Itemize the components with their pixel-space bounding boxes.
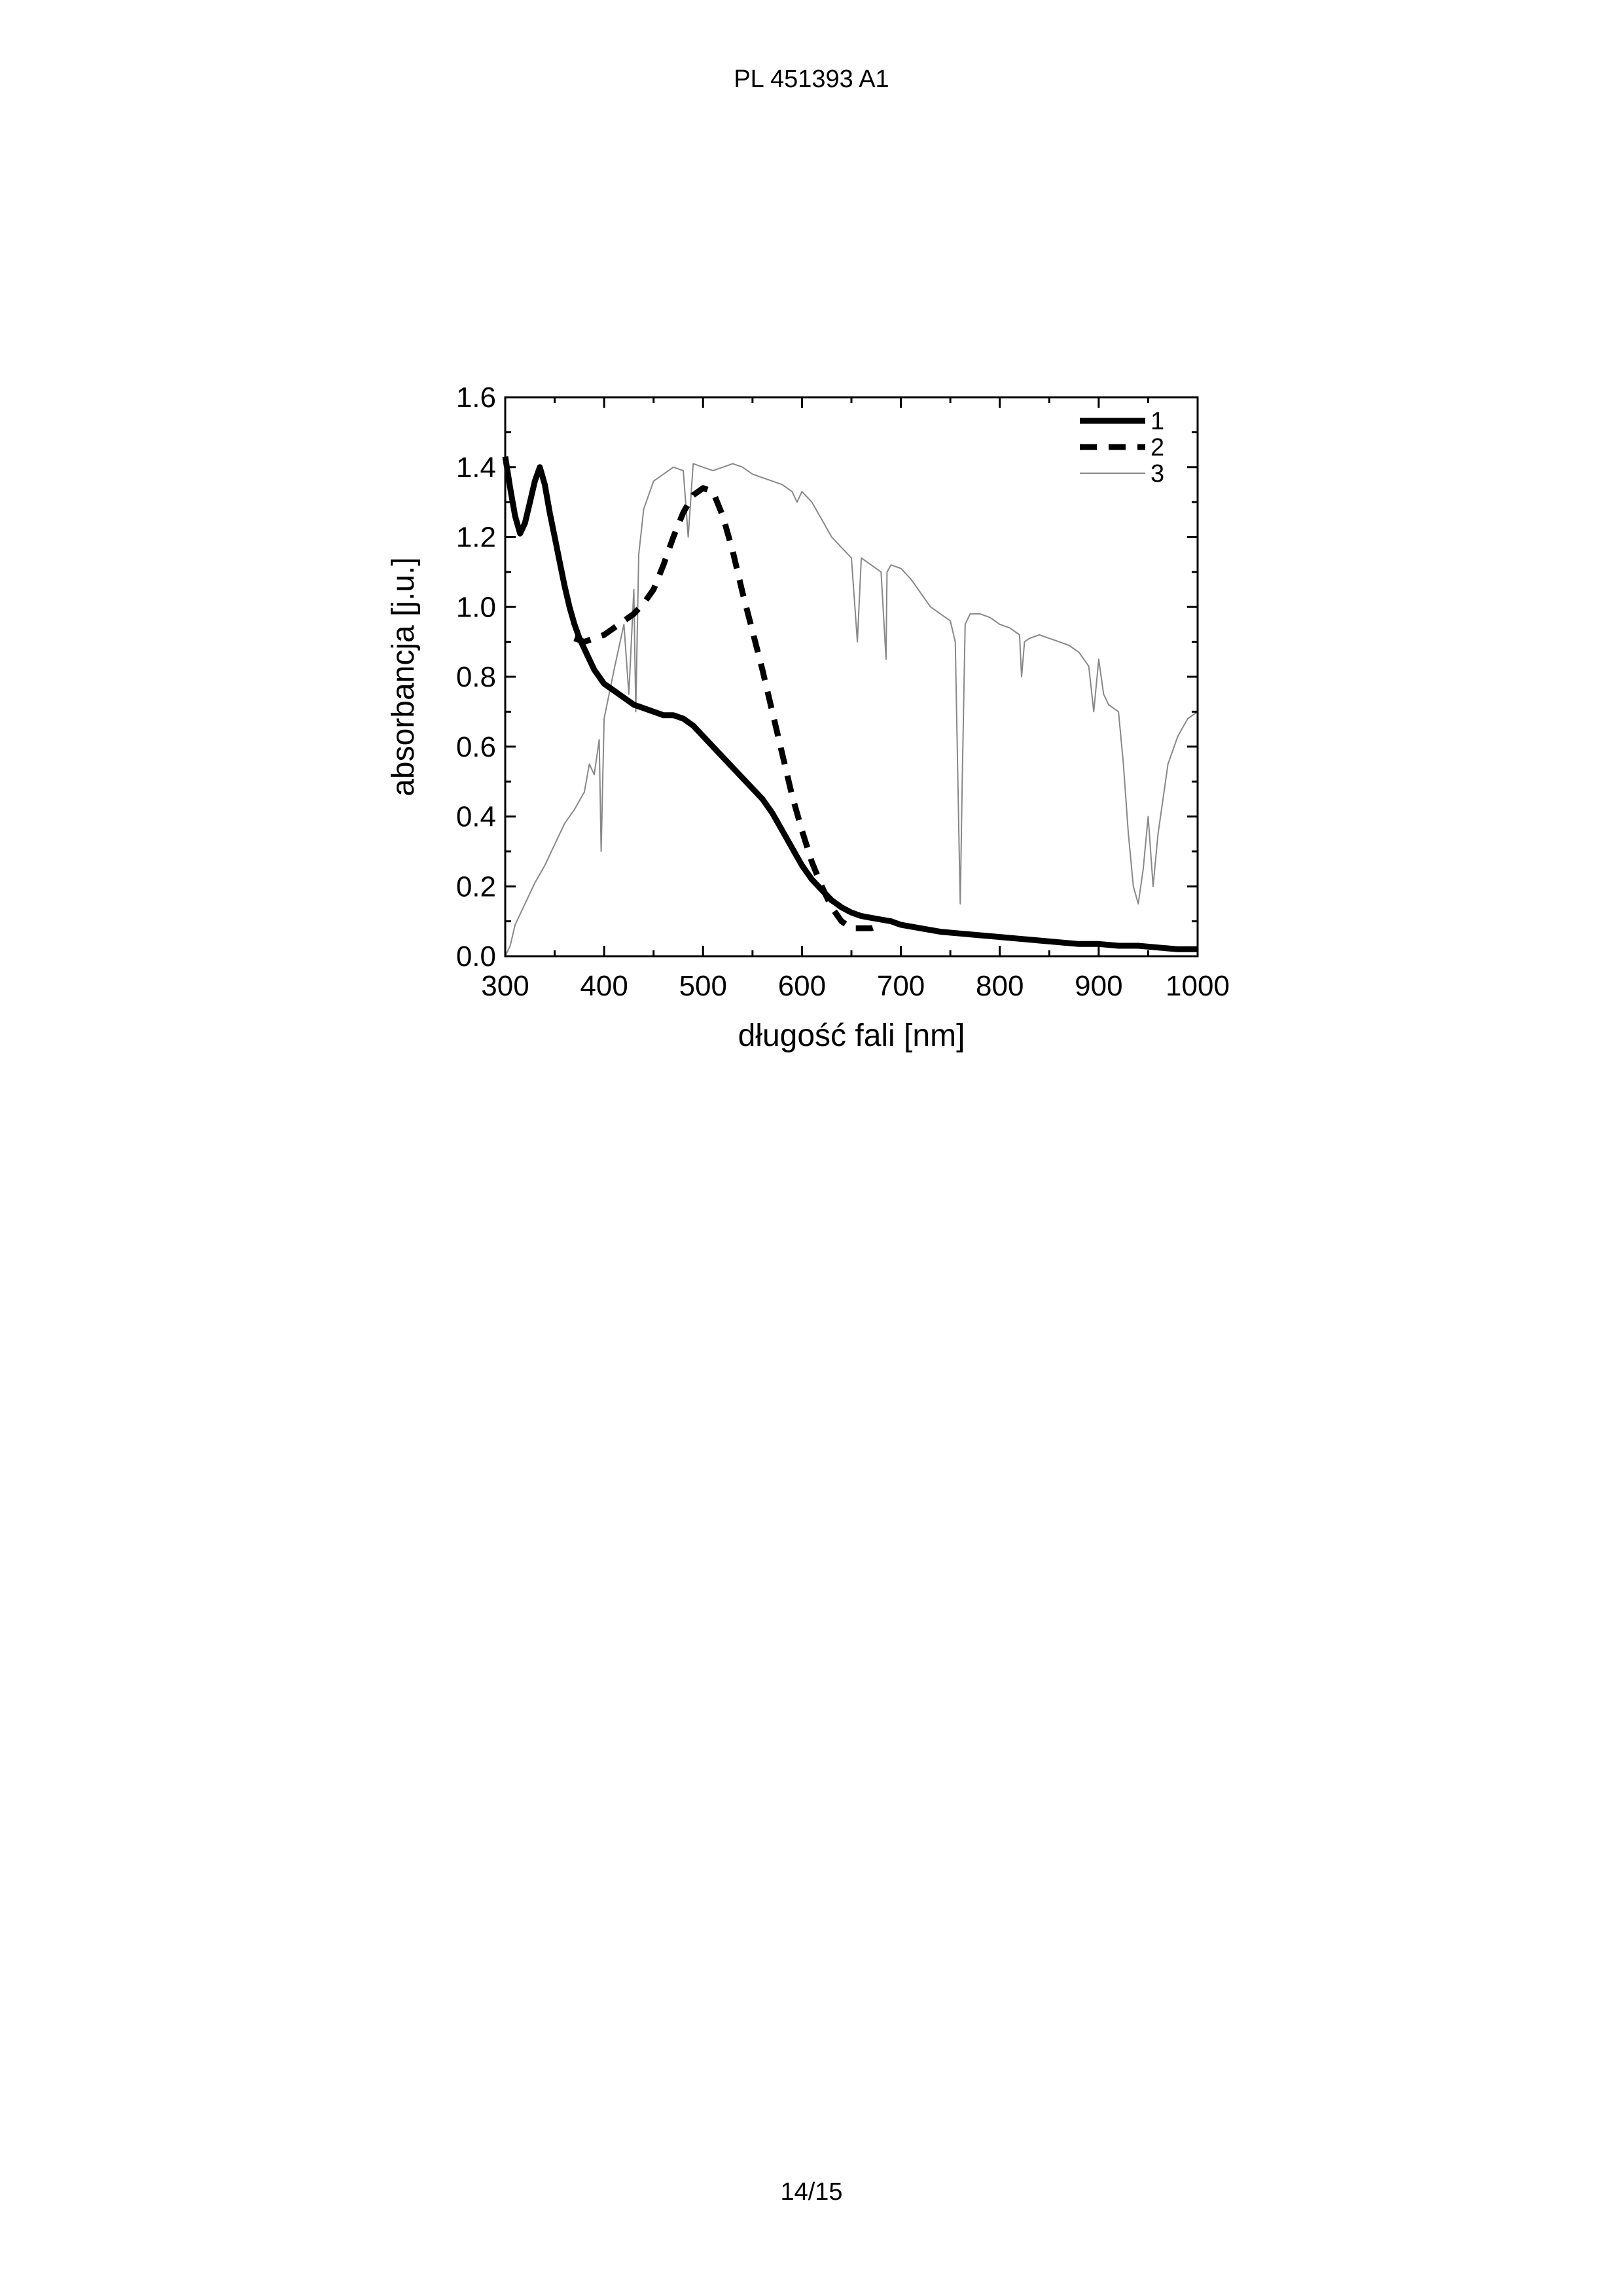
x-tick-label: 500 (679, 970, 727, 1002)
y-tick-label: 0.6 (456, 731, 496, 763)
x-tick-label: 700 (877, 970, 925, 1002)
y-tick-label: 0.2 (456, 870, 496, 903)
x-axis-label: długość fali [nm] (738, 1018, 965, 1053)
x-tick-label: 900 (1075, 970, 1122, 1002)
legend: 123 (1080, 408, 1164, 488)
x-tick-label: 1000 (1166, 970, 1230, 1002)
y-axis-label: absorbancja [j.u.] (386, 557, 421, 797)
plot-frame (505, 397, 1198, 956)
legend-label-1: 1 (1150, 408, 1164, 435)
y-tick-label: 1.2 (456, 522, 496, 554)
x-tick-label: 800 (976, 970, 1024, 1002)
series-layer (505, 457, 1198, 956)
legend-label-3: 3 (1150, 460, 1164, 488)
y-tick-label: 1.0 (456, 591, 496, 623)
y-tick-label: 1.6 (456, 382, 496, 414)
series-line-3 (505, 463, 1198, 956)
series-line-2 (575, 488, 882, 929)
x-tick-label: 300 (481, 970, 529, 1002)
x-tick-label: 600 (778, 970, 826, 1002)
y-tick-label: 0.8 (456, 661, 496, 693)
y-tick-label: 0.0 (456, 941, 496, 973)
y-tick-label: 0.4 (456, 801, 496, 833)
series-line-1 (505, 457, 1198, 950)
x-tick-label: 400 (580, 970, 628, 1002)
legend-label-2: 2 (1150, 434, 1164, 461)
y-tick-label: 1.4 (456, 452, 496, 484)
page-number: 14/15 (0, 2178, 1623, 2206)
